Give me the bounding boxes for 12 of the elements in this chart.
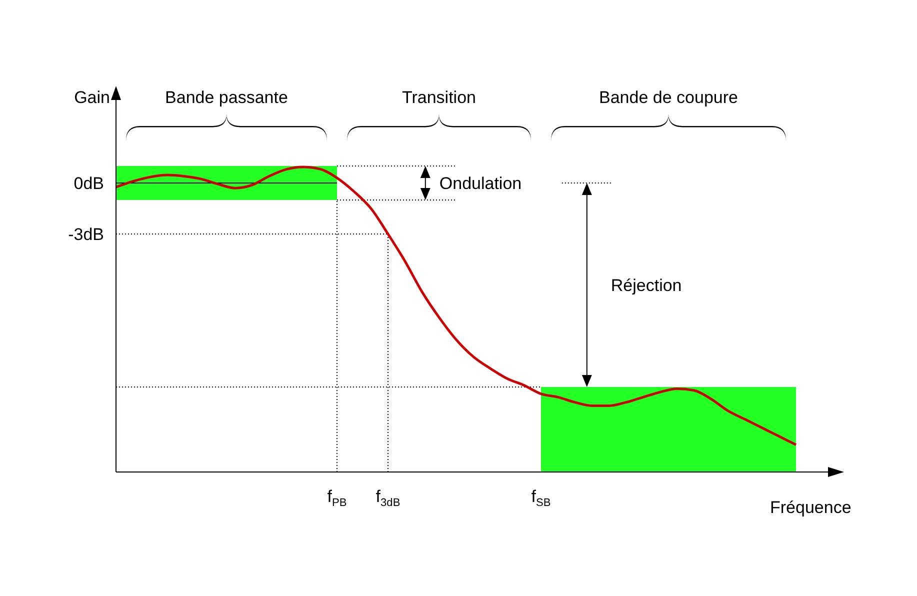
x-axis-title: Fréquence xyxy=(770,498,852,517)
y-tick-label: 0dB xyxy=(74,174,104,193)
x-tick-label: f$_{3dB}$ xyxy=(376,487,400,510)
annotation: Réjection xyxy=(610,276,682,295)
y-tick-label: -3dB xyxy=(68,225,104,244)
y-axis-title: Gain xyxy=(74,88,110,107)
annotation: Bande passante xyxy=(165,88,288,107)
x-tick-label: f$_{PB}$ xyxy=(327,487,347,510)
annotation: Bande de coupure xyxy=(599,88,738,107)
annotation: Ondulation xyxy=(439,174,522,193)
annotation: Transition xyxy=(402,88,476,107)
x-tick-label: f$_{SB}$ xyxy=(531,487,551,510)
